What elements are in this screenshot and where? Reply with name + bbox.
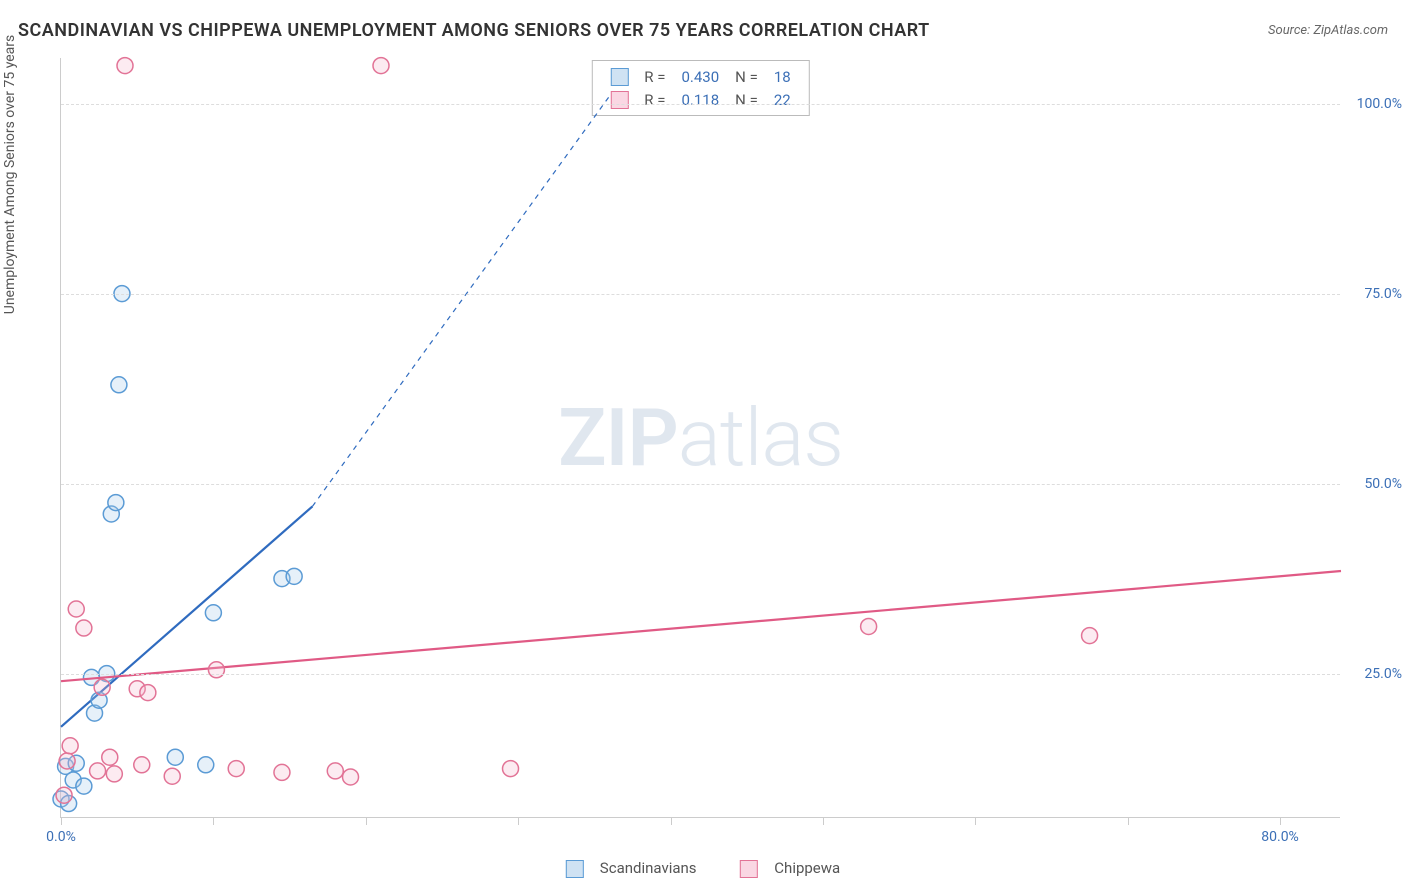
data-point [94,679,110,695]
x-tick [61,817,62,825]
data-point [286,568,302,584]
data-point [228,761,244,777]
legend-item-scandinavian: Scandinavians [556,859,710,877]
data-point [140,685,156,701]
x-tick [823,817,824,825]
data-point [198,757,214,773]
data-point [1082,628,1098,644]
y-tick-label: 75.0% [1364,286,1402,302]
x-tick [518,817,519,825]
data-point [167,749,183,765]
gridline [61,674,1340,675]
x-tick [1280,817,1281,825]
x-tick-label: 80.0% [1261,829,1299,845]
data-point [56,787,72,803]
x-tick-label: 0.0% [46,829,76,845]
data-point [503,761,519,777]
data-point [208,662,224,678]
trend-line-extrapolated [312,96,609,506]
data-point [274,764,290,780]
x-tick [366,817,367,825]
x-tick [1128,817,1129,825]
data-point [343,769,359,785]
legend-label-scandinavian: Scandinavians [600,859,697,877]
x-tick [975,817,976,825]
legend-swatch-chippewa [740,860,758,878]
data-point [76,620,92,636]
x-tick [671,817,672,825]
data-point [102,749,118,765]
data-point [327,763,343,779]
data-point [62,738,78,754]
trend-line [61,571,1341,681]
plot-svg [61,58,1340,817]
legend-swatch-scandinavian [566,860,584,878]
y-tick-label: 100.0% [1357,96,1402,112]
plot-area: ZIPatlas R = 0.430 N = 18 R = 0.118 N = … [60,58,1340,818]
x-tick [213,817,214,825]
chart-title: SCANDINAVIAN VS CHIPPEWA UNEMPLOYMENT AM… [18,20,930,41]
data-point [861,618,877,634]
data-point [59,753,75,769]
data-point [106,766,122,782]
data-point [164,768,180,784]
data-point [205,605,221,621]
legend-label-chippewa: Chippewa [774,859,840,877]
y-axis-label: Unemployment Among Seniors over 75 years [2,35,18,315]
data-point [373,58,389,74]
legend-item-chippewa: Chippewa [730,859,850,877]
data-point [117,58,133,74]
title-bar: SCANDINAVIAN VS CHIPPEWA UNEMPLOYMENT AM… [18,20,1388,41]
legend-series: Scandinavians Chippewa [546,859,860,878]
gridline [61,294,1340,295]
gridline [61,484,1340,485]
data-point [90,763,106,779]
data-point [108,495,124,511]
data-point [134,757,150,773]
source-label: Source: ZipAtlas.com [1268,23,1388,38]
gridline [61,104,1340,105]
data-point [111,377,127,393]
source-name: ZipAtlas.com [1313,23,1388,38]
y-tick-label: 50.0% [1364,476,1402,492]
source-prefix: Source: [1268,23,1313,38]
y-tick-label: 25.0% [1364,666,1402,682]
data-point [68,601,84,617]
data-point [76,778,92,794]
